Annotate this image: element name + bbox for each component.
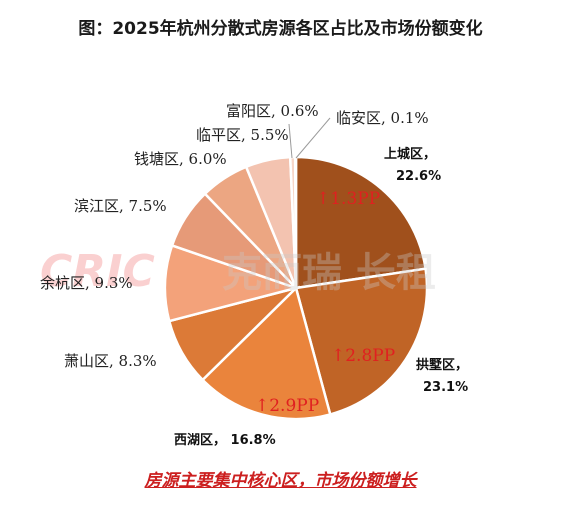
leader-line-linan [295, 117, 331, 159]
value-shangcheng: 22.6% [396, 169, 441, 184]
label-linping: 临平区, 5.5% [196, 126, 289, 144]
pie-slice-1 [294, 267, 429, 416]
chart-title: 图：2025年杭州分散式房源各区占比及市场份额变化 [78, 19, 483, 39]
label-shangcheng: 上城区， [384, 146, 436, 162]
label-fuyang: 富阳区, 0.6% [226, 102, 319, 120]
change-xihu: ↑2.9PP [255, 396, 319, 416]
label-binjiang: 滨江区, 7.5% [74, 197, 167, 215]
footer-note: 房源主要集中核心区，市场份额增长 [144, 471, 417, 491]
label-xiaoshan: 萧山区, 8.3% [64, 352, 157, 370]
change-gongshu: ↑2.8PP [331, 346, 395, 366]
label-gongshu: 拱墅区， [416, 357, 468, 373]
label-yuhang: 余杭区, 9.3% [40, 274, 133, 292]
leader-line-fuyang [288, 123, 293, 159]
pie-slice-0 [294, 155, 427, 290]
pie-slices [163, 155, 429, 421]
pie-labels: 上城区， 22.6% 拱墅区， 23.1% 西湖区， 16.8% 萧山区, 8.… [40, 102, 468, 448]
label-linan: 临安区, 0.1% [336, 109, 429, 127]
value-gongshu: 23.1% [423, 380, 468, 395]
label-xihu: 西湖区， 16.8% [174, 433, 276, 448]
change-labels: ↑1.3PP ↑2.8PP ↑2.9PP [255, 189, 395, 416]
watermark-text: 克而瑞 长租 [222, 250, 436, 296]
label-qiantang: 钱塘区, 6.0% [134, 150, 227, 168]
watermark-logo: CRIC [40, 246, 155, 297]
watermark: CRIC 克而瑞 长租 [40, 246, 436, 297]
pie-slice-2 [200, 285, 332, 421]
pie-slice-9 [293, 155, 298, 289]
change-shangcheng: ↑1.3PP [316, 189, 380, 209]
pie-slice-4 [163, 243, 301, 323]
